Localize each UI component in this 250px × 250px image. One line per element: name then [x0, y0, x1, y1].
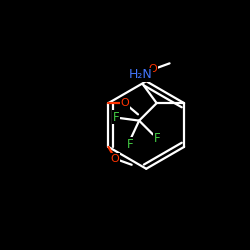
Text: F: F [126, 138, 133, 151]
Text: F: F [154, 132, 160, 145]
Text: F: F [113, 110, 120, 124]
Text: O: O [149, 64, 158, 74]
Text: O: O [120, 98, 129, 108]
Text: H₂N: H₂N [129, 68, 153, 82]
Text: O: O [111, 154, 120, 164]
